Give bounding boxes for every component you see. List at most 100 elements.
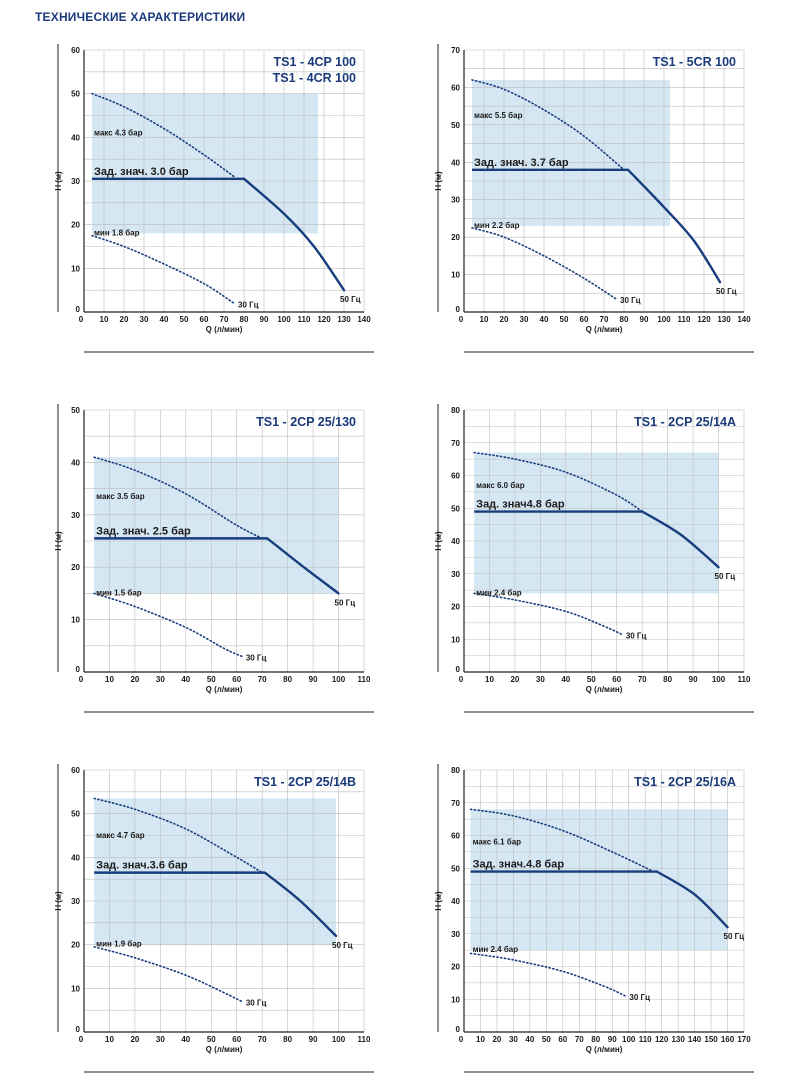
y-tick-label: 30 — [71, 511, 80, 520]
x-tick-label: 70 — [600, 315, 609, 324]
x-tick-label: 140 — [357, 315, 371, 324]
min-label: мин 1.5 бар — [96, 588, 142, 597]
x-tick-label: 40 — [540, 315, 549, 324]
max-label: макс 5.5 бар — [474, 111, 523, 120]
x-tick-label: 100 — [712, 675, 726, 684]
y-tick-label: 80 — [451, 766, 460, 775]
y-tick-label: 70 — [451, 799, 460, 808]
x-tick-label: 140 — [737, 315, 751, 324]
y-tick-label: 30 — [451, 930, 460, 939]
x-tick-label: 120 — [655, 1035, 669, 1044]
y-tick-label: 10 — [71, 264, 80, 273]
x-tick-label: 20 — [130, 675, 139, 684]
chart-ts1-2cp-25-130: 0 10 20 30 40 50 60 70 80 90 100 110 0 10 20 30 40 50 Q (л… — [40, 404, 380, 714]
x-tick-label: 50 — [180, 315, 189, 324]
label-30hz: 30 Гц — [626, 631, 647, 640]
y-tick-label: 60 — [71, 766, 80, 775]
chart-ts1-5cr-100: 0 10 20 30 40 50 60 70 80 90 100 110 120 130 140 0 10 20 3… — [420, 44, 760, 354]
x-tick-label: 10 — [480, 315, 489, 324]
setpoint-label: Зад. знач.4.8 бар — [473, 859, 565, 871]
x-tick-label: 60 — [232, 1035, 241, 1044]
x-tick-label: 10 — [105, 675, 114, 684]
chart-title: TS1 - 2CP 25/14B — [254, 775, 356, 789]
x-tick-label: 100 — [622, 1035, 636, 1044]
grid — [83, 49, 365, 313]
min-label: мин 2.2 бар — [474, 221, 520, 230]
x-axis-label: Q (л/мин) — [586, 325, 623, 334]
y-axis-label: H (м) — [434, 171, 443, 191]
x-tick-label: 10 — [476, 1035, 485, 1044]
y-axis-label: H (м) — [434, 891, 443, 911]
x-tick-label: 80 — [591, 1035, 600, 1044]
page-title: ТЕХНИЧЕСКИЕ ХАРАКТЕРИСТИКИ — [35, 10, 246, 24]
label-50hz: 50 Гц — [715, 572, 736, 581]
chart-title: TS1 - 2CP 25/130 — [256, 415, 356, 429]
y-tick-label: 0 — [456, 305, 461, 314]
label-30hz: 30 Гц — [246, 653, 267, 662]
operating-band — [474, 452, 719, 594]
x-tick-label: 120 — [317, 315, 331, 324]
y-tick-label: 20 — [451, 233, 460, 242]
chart-ts1-4cp-100: 0 10 20 30 40 50 60 70 80 90 100 110 120 130 140 0 10 20 3… — [40, 44, 380, 354]
x-tick-label: 50 — [207, 1035, 216, 1044]
min-label: мин 1.9 бар — [96, 940, 142, 949]
label-50hz: 50 Гц — [724, 932, 745, 941]
x-tick-label: 90 — [689, 675, 698, 684]
x-tick-label: 110 — [738, 675, 751, 684]
y-tick-label: 40 — [451, 158, 460, 167]
label-30hz: 30 Гц — [246, 998, 267, 1007]
label-50hz: 50 Гц — [335, 598, 356, 607]
x-tick-label: 90 — [640, 315, 649, 324]
label-50hz: 50 Гц — [340, 295, 361, 304]
x-tick-label: 60 — [612, 675, 621, 684]
setpoint-label: Зад. знач. 3.7 бар — [474, 157, 569, 169]
x-tick-label: 0 — [459, 1035, 464, 1044]
x-axis-label: Q (л/мин) — [206, 685, 243, 694]
x-tick-label: 80 — [283, 675, 292, 684]
curve-50hz — [626, 168, 722, 284]
grid — [463, 769, 745, 1033]
x-tick-label: 100 — [332, 1035, 346, 1044]
y-tick-label: 60 — [451, 472, 460, 481]
x-tick-label: 110 — [358, 1035, 371, 1044]
chart-ts1-2cp-25-14a: 0 10 20 30 40 50 60 70 80 90 100 110 0 10 20 30 40 50 60 70… — [420, 404, 760, 714]
y-tick-label: 10 — [71, 616, 80, 625]
x-tick-label: 0 — [459, 315, 464, 324]
x-tick-label: 50 — [207, 675, 216, 684]
curve-50hz — [641, 510, 720, 569]
y-tick-label: 10 — [451, 995, 460, 1004]
curve-30hz — [93, 946, 243, 1003]
x-tick-label: 140 — [688, 1035, 702, 1044]
y-tick-label: 10 — [451, 271, 460, 280]
x-tick-label: 40 — [181, 675, 190, 684]
x-tick-label: 90 — [309, 675, 318, 684]
x-tick-label: 20 — [120, 315, 129, 324]
curve-30hz — [93, 592, 243, 658]
max-label: макс 4.7 бар — [96, 831, 145, 840]
x-tick-label: 70 — [258, 1035, 267, 1044]
x-tick-label: 30 — [156, 675, 165, 684]
x-tick-label: 80 — [620, 315, 629, 324]
x-tick-label: 30 — [536, 675, 545, 684]
y-tick-label: 0 — [76, 665, 81, 674]
x-tick-label: 100 — [277, 315, 291, 324]
y-tick-label: 60 — [451, 832, 460, 841]
x-tick-label: 20 — [130, 1035, 139, 1044]
x-tick-label: 30 — [520, 315, 529, 324]
x-tick-label: 60 — [232, 675, 241, 684]
operating-band — [470, 809, 728, 951]
chart-title: TS1 - 2CP 25/14A — [634, 415, 736, 429]
chart-svg: 0 10 20 30 40 50 60 70 80 90 100 110 120 130 140 0 10 20 3… — [54, 44, 374, 353]
x-tick-label: 90 — [309, 1035, 318, 1044]
y-tick-label: 40 — [71, 458, 80, 467]
min-label: мин 1.8 бар — [94, 228, 140, 237]
y-tick-label: 50 — [71, 810, 80, 819]
chart-title: TS1 - 4CP 100 — [274, 55, 357, 69]
y-tick-label: 0 — [456, 665, 461, 674]
x-tick-label: 50 — [587, 675, 596, 684]
chart-svg: 0 10 20 30 40 50 60 70 80 90 100 110 0 10 20 30 40 50 60 70… — [434, 404, 754, 713]
x-tick-label: 110 — [358, 675, 371, 684]
setpoint-label: Зад. знач. 3.0 бар — [94, 166, 189, 178]
x-axis-label: Q (л/мин) — [586, 685, 623, 694]
y-tick-label: 50 — [451, 864, 460, 873]
